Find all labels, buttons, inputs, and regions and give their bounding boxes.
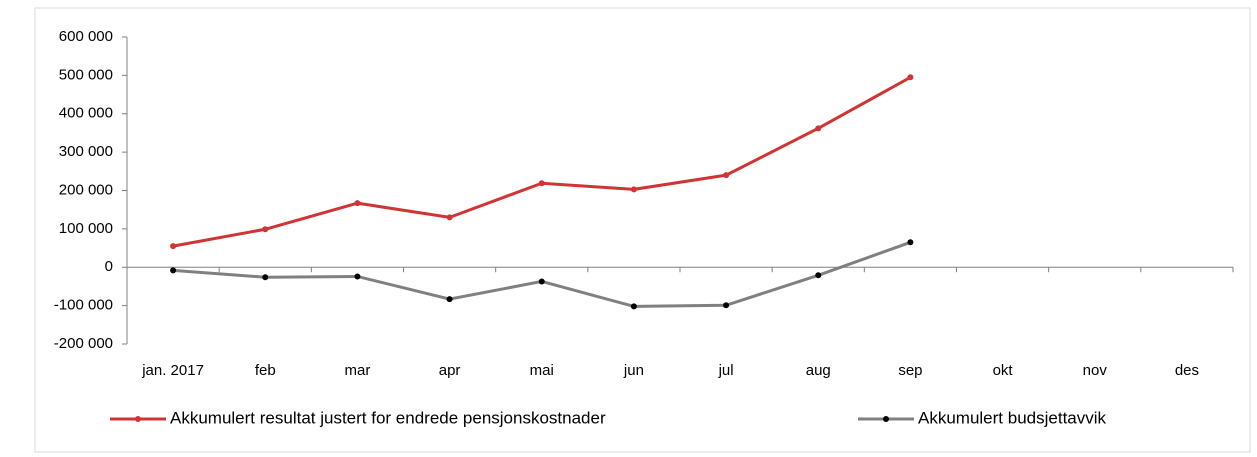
y-tick-label: 200 000	[59, 181, 113, 198]
point	[538, 278, 545, 285]
x-tick-label: feb	[255, 362, 276, 379]
point	[170, 267, 177, 274]
point	[907, 239, 914, 246]
x-tick-label: sep	[898, 362, 922, 379]
y-tick-label: 600 000	[59, 28, 113, 45]
y-tick-label: 0	[105, 258, 113, 275]
chart-border	[34, 7, 1251, 453]
x-tick-label: okt	[993, 362, 1014, 379]
point	[907, 74, 914, 81]
point	[815, 125, 822, 132]
point	[354, 200, 361, 207]
legend-label: Akkumulert resultat justert for endrede …	[170, 408, 606, 427]
legend-marker	[883, 416, 889, 422]
x-tick-label: mar	[344, 362, 370, 379]
x-tick-label: jul	[718, 362, 734, 379]
point	[170, 243, 177, 250]
x-tick-label: mai	[530, 362, 554, 379]
y-tick-label: 300 000	[59, 143, 113, 160]
y-tick-label: -100 000	[54, 297, 113, 314]
legend-marker	[135, 416, 141, 422]
legend-label: Akkumulert budsjettavvik	[918, 408, 1107, 427]
x-tick-label: jan. 2017	[141, 362, 204, 379]
x-tick-label: nov	[1083, 362, 1108, 379]
point	[630, 186, 637, 193]
point	[538, 180, 545, 187]
y-tick-label: -200 000	[54, 335, 113, 352]
point	[262, 226, 269, 233]
point	[446, 214, 453, 221]
series-line	[172, 240, 911, 308]
y-tick-label: 500 000	[59, 66, 113, 83]
point	[723, 302, 730, 309]
series-line	[172, 75, 912, 248]
point	[630, 303, 637, 310]
y-tick-label: 100 000	[59, 220, 113, 237]
point	[815, 272, 822, 279]
point	[262, 274, 269, 281]
point	[723, 172, 730, 179]
x-tick-label: aug	[806, 362, 831, 379]
point	[354, 273, 361, 280]
y-tick-label: 400 000	[59, 105, 113, 122]
x-tick-label: jun	[623, 362, 644, 379]
x-tick-label: des	[1175, 362, 1199, 379]
point	[446, 296, 453, 303]
x-tick-label: apr	[439, 362, 461, 379]
